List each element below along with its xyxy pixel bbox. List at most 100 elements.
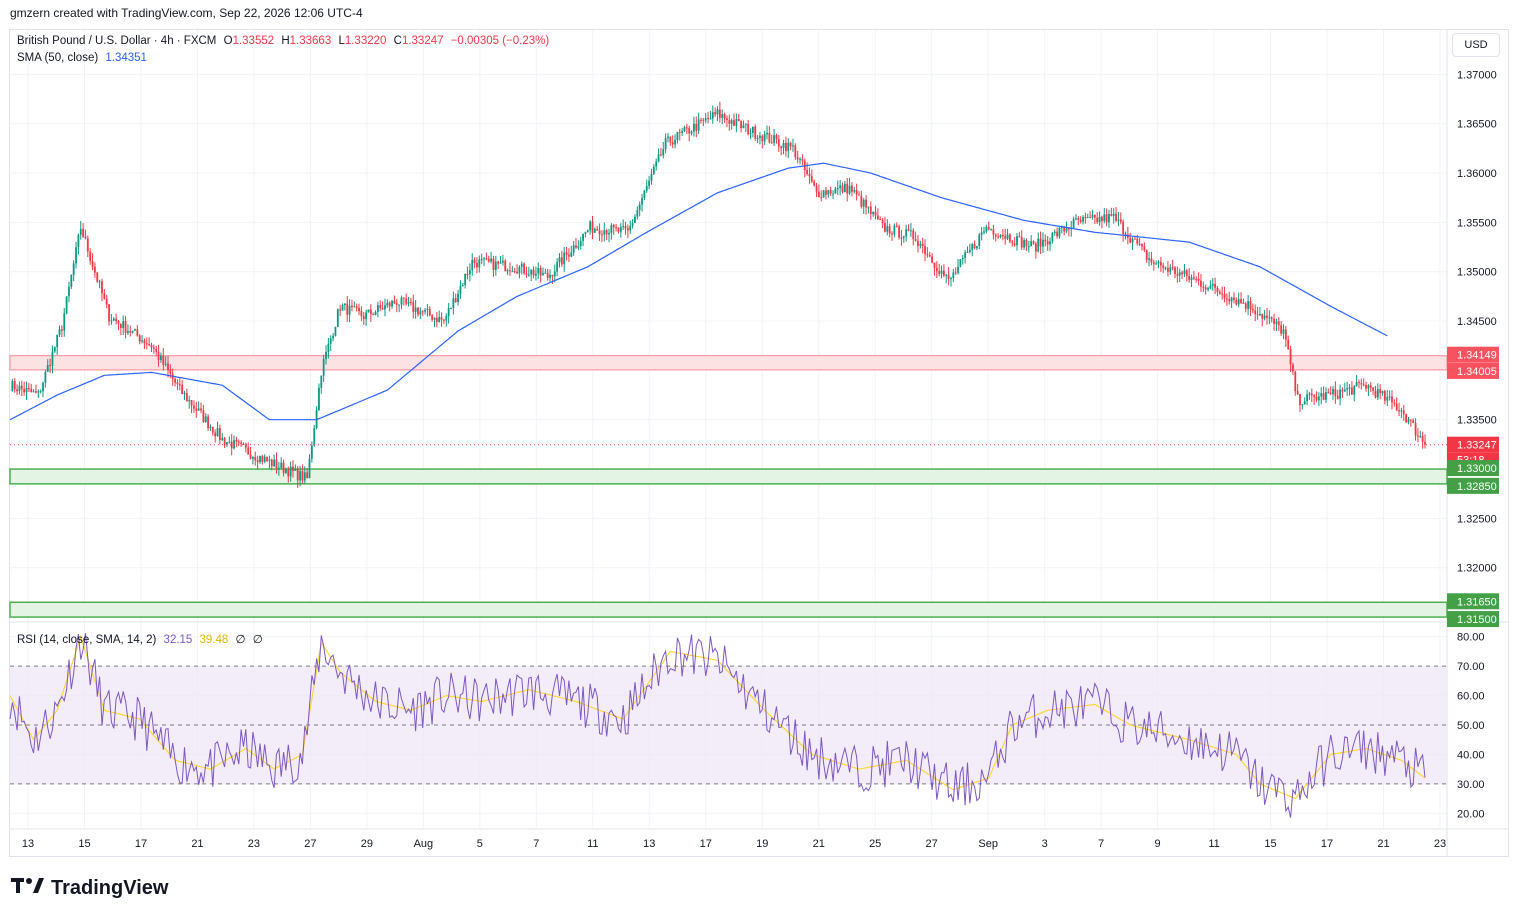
candle-body xyxy=(1110,213,1113,216)
candle-body xyxy=(214,432,217,437)
candle-body xyxy=(499,262,502,264)
candle-body xyxy=(895,225,898,227)
candle-body xyxy=(1098,216,1101,223)
candle-body xyxy=(869,206,872,215)
candle-body xyxy=(935,267,938,272)
candle-body xyxy=(1049,241,1051,245)
candle-body xyxy=(506,270,509,272)
candle-body xyxy=(329,338,332,344)
candle-body xyxy=(676,132,679,140)
candle-body xyxy=(634,216,636,223)
candle-body xyxy=(426,308,429,310)
candle-body xyxy=(938,271,941,274)
candle-body xyxy=(1350,387,1353,395)
candle-body xyxy=(688,127,691,134)
candle-body xyxy=(490,258,492,262)
candle-body xyxy=(577,246,580,248)
candle-body xyxy=(1247,301,1250,309)
price-tick-label: 1.36000 xyxy=(1457,168,1497,180)
candle-body xyxy=(483,258,485,260)
candle-body xyxy=(1386,397,1389,401)
candle-body xyxy=(332,335,334,339)
candle-body xyxy=(987,226,990,230)
candle-body xyxy=(1275,321,1278,324)
candle-body xyxy=(75,247,77,264)
candle-body xyxy=(124,321,127,333)
candle-body xyxy=(72,263,75,275)
candle-body xyxy=(1277,321,1280,326)
candle-body xyxy=(709,118,712,120)
candle-body xyxy=(435,317,438,323)
candle-body xyxy=(1266,315,1268,318)
candle-body xyxy=(235,440,238,442)
candle-body xyxy=(447,308,450,317)
candle-body xyxy=(1152,262,1155,265)
candle-body xyxy=(966,251,969,253)
candle-body xyxy=(1223,294,1226,299)
candle-body xyxy=(1013,243,1016,246)
candle-body xyxy=(1077,218,1080,220)
time-tick-label: 3 xyxy=(1042,838,1048,850)
candle-body xyxy=(431,315,434,320)
candle-body xyxy=(244,444,247,448)
candle-body xyxy=(1398,410,1400,412)
candle-body xyxy=(1030,241,1033,247)
candle-body xyxy=(131,330,134,333)
candle-body xyxy=(440,317,443,320)
candle-body xyxy=(1303,401,1306,404)
candle-body xyxy=(858,194,860,196)
candle-body xyxy=(1424,441,1426,445)
candle-body xyxy=(784,142,787,152)
candle-body xyxy=(629,225,632,231)
candle-body xyxy=(207,416,209,429)
candle-body xyxy=(103,293,106,299)
candle-body xyxy=(961,258,964,260)
rsi-band xyxy=(10,666,1447,784)
candle-body xyxy=(1129,237,1132,243)
rsi-legend[interactable]: RSI (14, close, SMA, 14, 2) 32.15 39.48 … xyxy=(17,632,267,646)
candle-body xyxy=(992,229,995,235)
currency-button[interactable]: USD xyxy=(1452,33,1500,57)
candle-body xyxy=(1320,393,1323,397)
candle-body xyxy=(1056,231,1058,237)
candle-body xyxy=(407,301,410,304)
symbol-title[interactable]: British Pound / U.S. Dollar · 4h · FXCM xyxy=(17,35,217,47)
candle-body xyxy=(546,272,549,278)
candle-body xyxy=(457,293,459,303)
candle-body xyxy=(216,428,219,437)
candle-body xyxy=(98,281,101,283)
candle-body xyxy=(1325,392,1327,400)
candle-body xyxy=(138,335,141,342)
candle-body xyxy=(924,246,926,255)
tradingview-logo[interactable]: TradingView xyxy=(11,876,168,900)
candle-body xyxy=(494,261,497,270)
candle-body xyxy=(527,274,530,276)
candle-body xyxy=(1011,241,1014,244)
time-tick-label: 11 xyxy=(587,838,598,850)
candle-body xyxy=(874,211,877,216)
candle-body xyxy=(1369,385,1372,388)
candle-body xyxy=(959,259,962,267)
candle-body xyxy=(169,370,172,374)
sma-legend[interactable]: SMA (50, close) 1.34351 xyxy=(17,52,151,64)
candle-body xyxy=(270,459,273,467)
ohlc-open: O1.33552 xyxy=(224,35,275,47)
candle-body xyxy=(971,244,974,250)
candle-body xyxy=(759,135,761,138)
candle-body xyxy=(94,266,96,273)
candle-body xyxy=(1145,249,1148,260)
candle-body xyxy=(1188,275,1191,280)
candle-body xyxy=(16,389,18,392)
candle-body xyxy=(412,302,415,312)
candle-body xyxy=(733,120,735,126)
sma-line xyxy=(9,162,1388,421)
candle-body xyxy=(315,410,318,428)
candle-body xyxy=(259,456,261,463)
candle-body xyxy=(1306,394,1308,402)
rsi-extra-2: ∅ xyxy=(252,634,263,646)
candle-body xyxy=(1167,267,1169,272)
candle-body xyxy=(464,274,467,286)
candle-body xyxy=(641,198,643,205)
candle-body xyxy=(968,249,971,252)
